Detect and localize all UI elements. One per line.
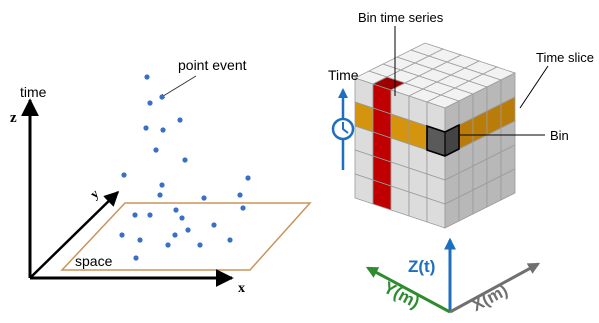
point-event xyxy=(211,222,216,227)
point-event xyxy=(173,207,178,212)
point-event xyxy=(165,242,170,247)
point-event xyxy=(137,237,142,242)
bin-label: Bin xyxy=(550,128,569,143)
point-event xyxy=(159,94,164,99)
annotation-arrow xyxy=(160,76,196,98)
annotation: point event xyxy=(178,57,247,73)
diagram: point event time z y x space Bin time se… xyxy=(0,0,599,323)
point-event xyxy=(147,100,152,105)
point-event xyxy=(240,205,245,210)
point-event xyxy=(177,117,182,122)
point-event xyxy=(227,237,232,242)
point-event xyxy=(143,125,148,130)
point-event xyxy=(133,255,138,260)
z-label: Z(t) xyxy=(408,257,435,276)
x-label: x xyxy=(238,281,245,296)
cube-axes: Z(t) Y(m) X(m) xyxy=(368,240,538,315)
point-event xyxy=(121,172,126,177)
bin-time-series-label: Bin time series xyxy=(358,10,444,25)
plane-label: space xyxy=(75,253,113,269)
point-event xyxy=(201,195,206,200)
point-event xyxy=(159,182,164,187)
time-slice-label: Time slice xyxy=(536,50,594,65)
x-label: X(m) xyxy=(469,281,511,316)
point-event xyxy=(182,157,187,162)
point-event xyxy=(245,175,250,180)
point-event xyxy=(144,74,149,79)
point-event xyxy=(160,127,165,132)
z-label: z xyxy=(10,110,17,126)
point-event xyxy=(147,212,152,217)
time-label: time xyxy=(20,84,47,100)
point-event xyxy=(237,192,242,197)
point-event xyxy=(153,147,158,152)
point-event xyxy=(185,227,190,232)
y-label: y xyxy=(87,186,102,202)
y-label: Y(m) xyxy=(380,278,422,313)
point-event xyxy=(179,215,184,220)
leader-line xyxy=(520,66,548,108)
point-event xyxy=(157,192,162,197)
time-label: Time xyxy=(328,67,359,83)
point-panel: point event time z y x space xyxy=(10,57,310,296)
point-event xyxy=(197,242,202,247)
point-event xyxy=(132,212,137,217)
point-event xyxy=(172,232,177,237)
point-event xyxy=(119,232,124,237)
